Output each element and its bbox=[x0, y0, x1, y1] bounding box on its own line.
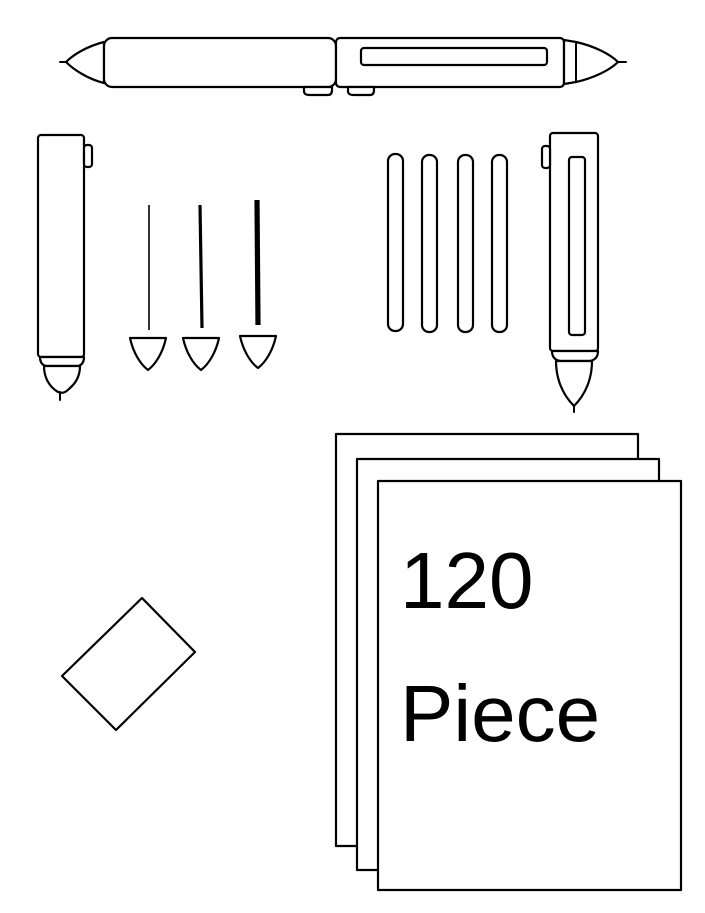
eraser-icon bbox=[60, 596, 197, 732]
refill-thick-icon bbox=[238, 199, 278, 370]
pen-icon bbox=[59, 36, 627, 97]
pen-barrel-left-icon bbox=[36, 133, 94, 401]
paper-stack-icon: 120 Piece bbox=[334, 432, 683, 892]
refill-thin-icon bbox=[128, 205, 168, 372]
paper-count-label: 120 bbox=[400, 536, 533, 625]
paper-unit-label: Piece bbox=[400, 669, 600, 758]
refill-medium-icon bbox=[181, 204, 221, 372]
pen-barrel-right-icon bbox=[540, 131, 600, 413]
lead-stick-icon bbox=[386, 152, 509, 334]
